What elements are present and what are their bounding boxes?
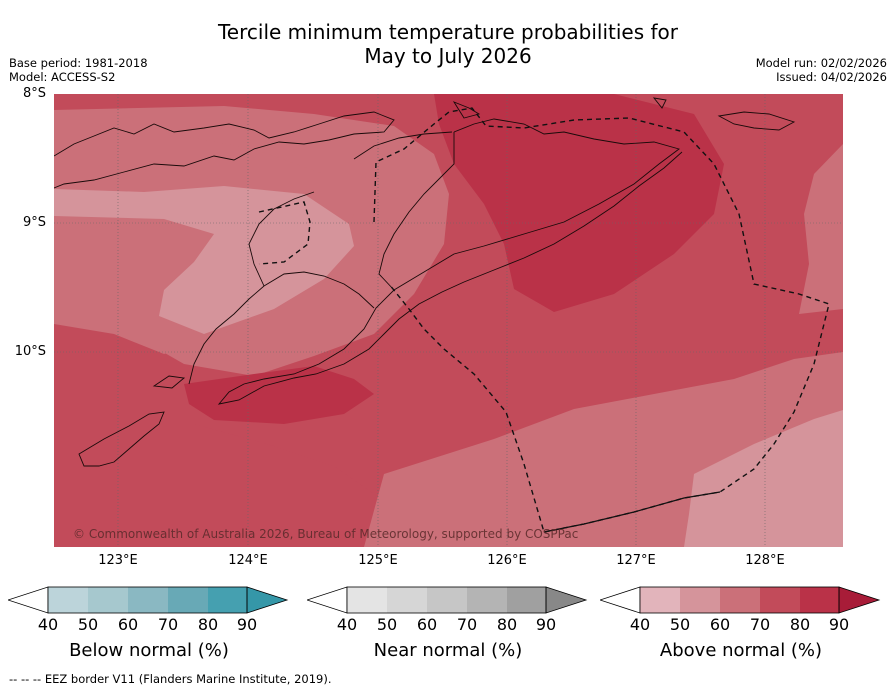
band-50-60-southeast (684, 410, 843, 547)
colorbar-below-segment-60 (128, 587, 168, 613)
lon-label-124e: 124°E (228, 553, 268, 568)
tick: 60 (709, 615, 731, 634)
colorbar-below-segment-40 (48, 587, 88, 613)
band-80-90-timor (434, 94, 724, 312)
colorbar-near-segment-80 (507, 587, 546, 613)
tick: 80 (197, 615, 219, 634)
colorbar-above-segment-60 (720, 587, 760, 613)
band-70-80-south (54, 424, 379, 547)
probability-map (54, 94, 843, 547)
colorbar-below-normal (8, 586, 290, 616)
lon-label-123e: 123°E (98, 553, 138, 568)
tick: 70 (157, 615, 179, 634)
map-title: Tercile minimum temperature probabilitie… (0, 20, 896, 68)
colorbar-above-label: Above normal (%) (659, 640, 823, 661)
colorbar-near-segment-40 (347, 587, 387, 613)
title-line-2: May to July 2026 (364, 44, 532, 68)
colorbar-above-segment-40 (640, 587, 680, 613)
title-line-1: Tercile minimum temperature probabilitie… (217, 20, 679, 44)
colorbar-near-segment-50 (387, 587, 427, 613)
tick: 50 (376, 615, 398, 634)
colorbar-below-segment-50 (88, 587, 128, 613)
tick: 90 (236, 615, 258, 634)
coastlines (54, 97, 796, 467)
colorbar-below-segment-70 (168, 587, 208, 613)
band-80-90-savu (184, 366, 374, 424)
issued-date: Issued: 04/02/2026 (776, 70, 887, 84)
meta-left: Base period: 1981-2018 Model: ACCESS-S2 (9, 56, 148, 84)
tick: 40 (629, 615, 651, 634)
colorbar-below-label: Below normal (%) (69, 640, 229, 661)
colorbar-near-segment-90 (545, 586, 588, 614)
lon-label-125e: 125°E (358, 553, 398, 568)
band-60-70-east (799, 144, 843, 314)
colorbar-above-normal (600, 586, 882, 616)
tick: 40 (37, 615, 59, 634)
eez-solid-segment (543, 491, 721, 533)
lon-label-126e: 126°E (487, 553, 527, 568)
colorbar-near-label: Near normal (%) (373, 640, 523, 661)
colorbar-above-segment-80 (800, 587, 839, 613)
colorbar-above-segment-70 (760, 587, 800, 613)
lat-label-9s: 9°S (22, 215, 46, 230)
colorbar-above-segment-90 (838, 586, 881, 614)
colorbar-near-segment-70 (467, 587, 507, 613)
colorbar-near-normal (307, 586, 589, 616)
tick: 50 (669, 615, 691, 634)
tick: 90 (828, 615, 850, 634)
lat-label-10s: 10°S (14, 344, 46, 359)
lon-label-128e: 128°E (745, 553, 785, 568)
lat-label-8s: 8°S (22, 86, 46, 101)
eez-border (258, 107, 830, 533)
colorbar-above-segment-50 (680, 587, 720, 613)
colorbar-below-segment-90 (246, 586, 289, 614)
lon-label-127e: 127°E (616, 553, 656, 568)
tick: 80 (789, 615, 811, 634)
tick: 70 (749, 615, 771, 634)
tick: 50 (77, 615, 99, 634)
meta-right: Model run: 02/02/2026 Issued: 04/02/2026 (756, 56, 887, 84)
colorbar-near-segment-60 (427, 587, 467, 613)
eez-footnote: -- -- -- EEZ border V11 (Flanders Marine… (9, 672, 332, 686)
base-period: Base period: 1981-2018 (9, 56, 148, 70)
tick: 40 (336, 615, 358, 634)
tick: 60 (117, 615, 139, 634)
tick: 90 (535, 615, 557, 634)
model-run: Model run: 02/02/2026 (755, 56, 887, 70)
colorbar-below-segment-80 (208, 587, 247, 613)
graticule (54, 94, 843, 547)
tick: 80 (496, 615, 518, 634)
copyright-notice: © Commonwealth of Australia 2026, Bureau… (73, 527, 579, 541)
map-area[interactable] (54, 94, 843, 547)
tick: 70 (456, 615, 478, 634)
tick: 60 (416, 615, 438, 634)
model-name: Model: ACCESS-S2 (9, 70, 116, 84)
